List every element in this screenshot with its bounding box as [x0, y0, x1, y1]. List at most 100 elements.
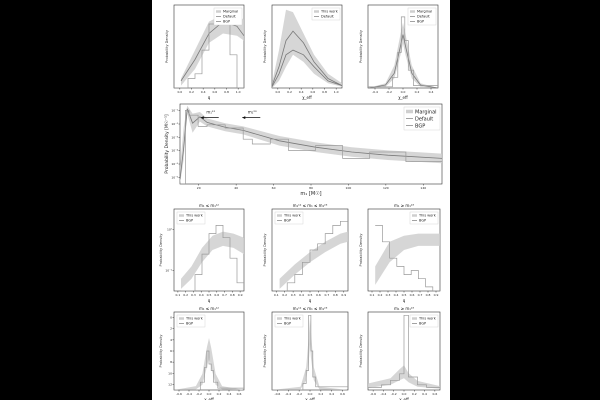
- series-band-this-work: [174, 338, 244, 390]
- x-tick-label: 140: [420, 186, 426, 190]
- x-tick-label: 120: [383, 186, 389, 190]
- x-tick-label: -0.4: [285, 392, 291, 396]
- legend-swatch: [277, 317, 282, 320]
- series-step-bgp: [181, 225, 244, 291]
- x-tick-label: 0.8: [230, 293, 235, 297]
- y-tick-label: 8: [170, 360, 172, 364]
- axes-title: m₁¹² ≤ m₁ ≤ m₁²³: [293, 203, 328, 208]
- y-tick-label: 10⁻⁵: [171, 162, 178, 166]
- plot-area: [174, 338, 244, 390]
- x-tick-label: 0.7: [324, 293, 329, 297]
- y-axis-label: Probability Density: [359, 335, 363, 368]
- legend-label: BGP: [186, 322, 193, 326]
- y-tick-label: 0: [170, 316, 172, 320]
- legend-swatch: [179, 317, 184, 320]
- series-step-bgp: [279, 220, 348, 291]
- x-tick-label: 0.2: [412, 392, 417, 396]
- x-tick-label: 0.0: [401, 90, 406, 94]
- legend-label: Marginal: [417, 10, 432, 14]
- plot-area: [375, 225, 440, 291]
- plot-area: [180, 105, 442, 184]
- x-tick-label: 0.0: [402, 392, 407, 396]
- x-tick-label: 0.6: [310, 90, 315, 94]
- chart-row3-left: [172, 208, 245, 293]
- y-tick-label: 10⁻¹: [165, 269, 172, 273]
- x-tick-label: 0.6: [212, 90, 217, 94]
- legend-label: This work: [320, 10, 339, 14]
- x-axis-label: χ_eff: [305, 397, 315, 400]
- x-tick-label: 0.1: [274, 293, 279, 297]
- legend-swatch: [179, 214, 184, 217]
- x-tick-label: 0.0: [308, 392, 313, 396]
- plot-area: [272, 314, 348, 390]
- x-tick-label: -0.4: [186, 392, 192, 396]
- x-tick-label: 0.2: [318, 392, 323, 396]
- x-axis-label: m₁ [M☉]: [300, 191, 321, 197]
- x-tick-label: 0.4: [201, 90, 206, 94]
- x-tick-label: 40: [234, 186, 238, 190]
- x-tick-label: 0.3: [291, 293, 296, 297]
- x-tick-label: -0.4: [380, 392, 386, 396]
- chart-row3-right: [367, 208, 441, 293]
- x-tick-label: 0.8: [426, 293, 431, 297]
- y-tick-label: 10: [168, 371, 172, 375]
- x-tick-label: 1.0: [236, 90, 241, 94]
- x-tick-label: 1.0: [334, 90, 339, 94]
- chart-row4-middle: [271, 311, 349, 392]
- x-tick-label: 0.1: [370, 293, 375, 297]
- plot-area: [181, 225, 244, 291]
- chart-middle-wide: [178, 103, 443, 186]
- series-step-bgp: [174, 14, 244, 88]
- legend-label: This work: [283, 317, 302, 321]
- x-tick-label: 0.9: [341, 293, 346, 297]
- x-tick-label: 0.9: [434, 293, 439, 297]
- annotation-arrowhead: [242, 116, 246, 120]
- axes-title: m₁ ≤ m₁¹²: [199, 203, 219, 208]
- x-tick-label: -0.2: [386, 90, 392, 94]
- x-tick-label: 60: [272, 186, 276, 190]
- x-axis-label: q: [403, 298, 406, 303]
- axes-title: m₁¹² ≤ m₁ ≤ m₁²³: [293, 306, 328, 311]
- x-tick-label: 0.2: [183, 293, 188, 297]
- x-axis-label: χ_eff: [398, 95, 408, 100]
- x-tick-label: 0.2: [282, 293, 287, 297]
- x-tick-label: 0.5: [402, 293, 407, 297]
- legend-swatch: [410, 10, 415, 13]
- x-tick-label: 0.6: [316, 293, 321, 297]
- x-tick-label: 0.6: [410, 293, 415, 297]
- x-tick-label: 0.2: [189, 90, 194, 94]
- series-step-bgp: [174, 350, 244, 390]
- legend-swatch: [406, 109, 413, 114]
- series-band-this-work: [375, 233, 440, 285]
- series-step-bgp: [375, 225, 440, 291]
- x-tick-label: 0.6: [432, 392, 437, 396]
- y-tick-label: 6: [170, 349, 172, 353]
- legend-label: BGP: [186, 219, 193, 223]
- x-tick-label: -0.6: [370, 392, 376, 396]
- annotation-label: m₁¹²: [206, 110, 215, 115]
- series-band-marginal: [180, 105, 442, 184]
- plot-area: [279, 220, 348, 291]
- chart-row4-left: [172, 311, 245, 392]
- y-tick-label: 10⁻¹: [171, 109, 178, 113]
- x-tick-label: -0.6: [176, 392, 182, 396]
- legend-swatch: [277, 214, 282, 217]
- series-line-default: [368, 34, 438, 88]
- x-tick-label: 0.1: [175, 293, 180, 297]
- plot-area: [272, 9, 342, 88]
- axes-title: m₁ ≤ m₁¹²: [199, 306, 219, 311]
- x-tick-label: 0.4: [422, 392, 427, 396]
- legend-label: BGP: [417, 20, 424, 24]
- y-axis-label: Probability Density: [263, 234, 267, 267]
- x-tick-label: 0.2: [415, 90, 420, 94]
- legend-swatch: [412, 214, 417, 217]
- x-tick-label: -0.2: [196, 392, 202, 396]
- series-step-bgp: [272, 314, 348, 390]
- legend-label: Default: [223, 15, 236, 19]
- x-tick-label: 0.7: [222, 293, 227, 297]
- x-tick-label: 0.3: [191, 293, 196, 297]
- x-axis-label: χ_eff: [399, 397, 409, 400]
- legend-label: This work: [185, 317, 204, 321]
- y-tick-label: 10⁻²: [171, 122, 178, 126]
- x-tick-label: 0.4: [199, 293, 204, 297]
